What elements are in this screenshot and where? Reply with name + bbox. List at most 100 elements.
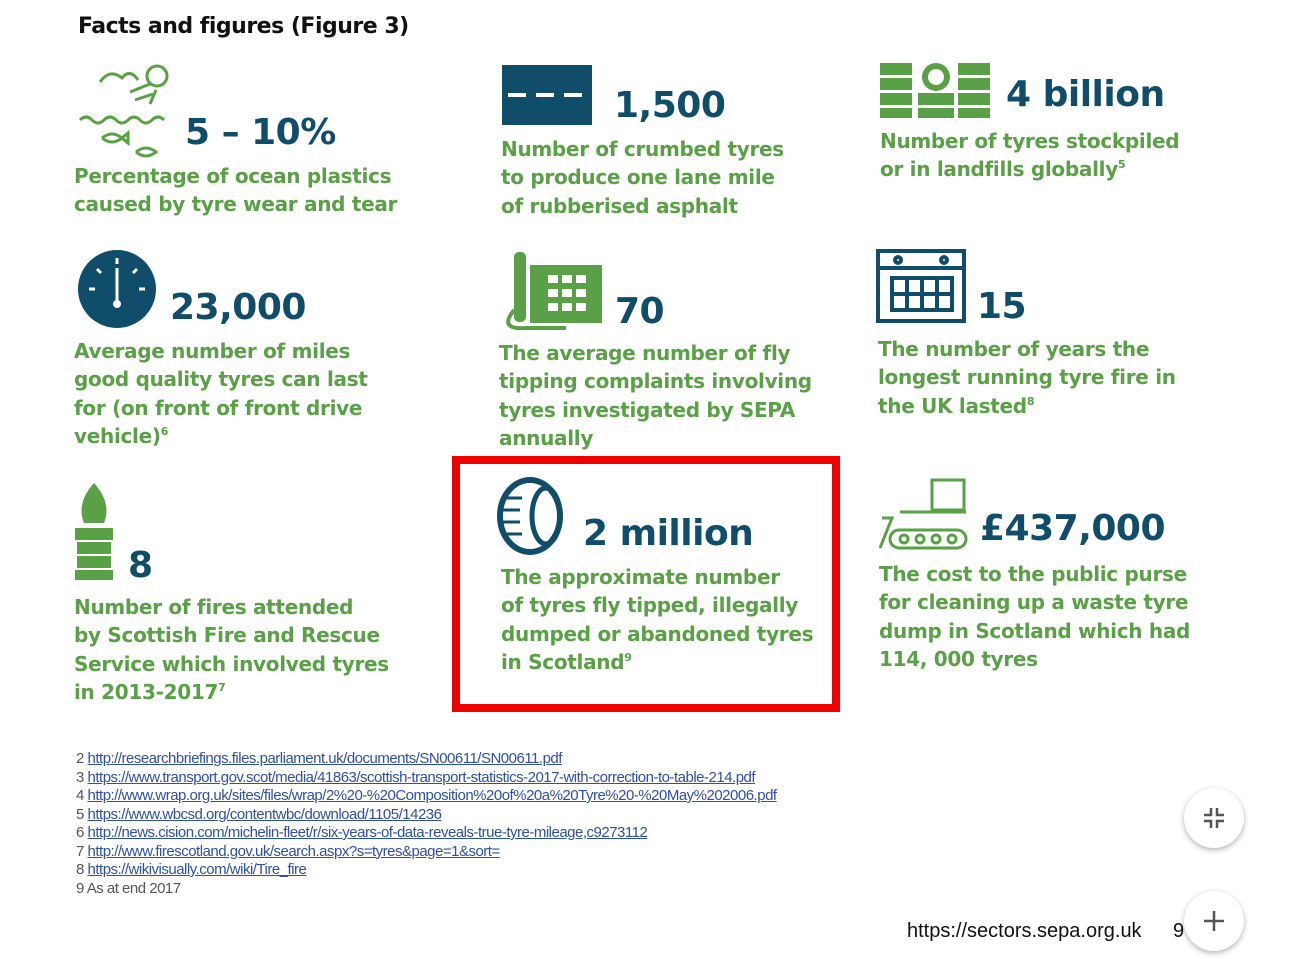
line-text: Number of fires attended [74, 595, 354, 619]
description-line: caused by tyre wear and tear [74, 190, 397, 218]
ocean-icon [78, 64, 169, 158]
description-line: longest running tyre fire in [878, 363, 1176, 391]
footnote-link[interactable]: https://www.wbcsd.org/contentwbc/downloa… [87, 805, 442, 823]
line-text: or in landfills globally [880, 157, 1118, 182]
footnote-number: 7 [76, 842, 84, 860]
line-text: Number of crumbed tyres [501, 137, 784, 161]
line-text: tyres investigated by SEPA [499, 397, 796, 422]
description-line: dump in Scotland which had [879, 617, 1190, 645]
fact-description: The approximate number of tyres fly tippe… [501, 563, 814, 676]
description-line: annually [499, 424, 812, 452]
gauge-icon [78, 250, 156, 328]
line-text: by Scottish Fire and Rescue [74, 623, 380, 648]
fact-description: The cost to the public purse for cleaning… [879, 560, 1190, 673]
line-text: The approximate number [501, 565, 780, 589]
line-text: to produce one lane mile [501, 165, 775, 190]
footnote: 6 http://news.cision.com/michelin-fleet/… [76, 824, 777, 843]
fact-figure: 1,500 [614, 85, 726, 126]
description-line: Number of crumbed tyres [501, 135, 784, 163]
footnote-link[interactable]: https://wikivisually.com/wiki/Tire_fire [87, 861, 307, 878]
footnote-link[interactable]: http://researchbriefings.files.parliamen… [87, 750, 563, 767]
fact-figure: 70 [615, 291, 665, 332]
line-text: good quality tyres can last [74, 367, 368, 392]
footnote-number: 3 [76, 768, 84, 786]
description-line: tyres investigated by SEPA [499, 396, 812, 424]
line-text: in Scotland [501, 649, 625, 674]
line-text: the UK lasted [878, 393, 1027, 418]
fact-description: Average number of miles good quality tyre… [74, 337, 368, 450]
line-text: vehicle) [74, 423, 161, 448]
description-line: for cleaning up a waste tyre [879, 588, 1190, 616]
footnote-link[interactable]: https://www.transport.gov.scot/media/418… [87, 768, 756, 786]
fact-description: Percentage of ocean plastics caused by ty… [74, 162, 397, 219]
description-line: of tyres fly tipped, illegally [501, 591, 813, 619]
stockpile-icon [880, 63, 990, 118]
footnote: 4 http://www.wrap.org.uk/sites/files/wra… [76, 787, 777, 806]
footnote: 3 https://www.transport.gov.scot/media/4… [76, 769, 777, 788]
description-line: by Scottish Fire and Rescue [74, 621, 389, 649]
footnote-number: 2 [76, 750, 84, 767]
description-line: vehicle)6 [74, 422, 368, 450]
fact-description: The average number of fly tipping complai… [499, 339, 812, 452]
fact-figure: £437,000 [980, 508, 1166, 549]
line-text: of tyres fly tipped, illegally [501, 593, 799, 618]
footnote-ref: 7 [218, 680, 226, 694]
line-text: The number of years the [878, 337, 1150, 361]
footnote: 2 http://researchbriefings.files.parliam… [76, 750, 777, 769]
fact-description: Number of tyres stockpiled or in landfill… [880, 127, 1180, 184]
line-text: caused by tyre wear and tear [74, 192, 398, 217]
plus-icon [1204, 911, 1224, 931]
footnote: 8 https://wikivisually.com/wiki/Tire_fir… [76, 861, 777, 880]
description-line: or in landfills globally5 [880, 155, 1179, 183]
line-text: for (on front of front drive [74, 395, 363, 420]
description-line: Average number of miles [74, 337, 368, 365]
fact-figure: 5 – 10% [185, 112, 336, 153]
footnote-number: 9 [76, 879, 84, 897]
fact-figure: 2 million [583, 513, 754, 554]
description-line: for (on front of front drive [74, 394, 368, 422]
fact-figure: 4 billion [1006, 74, 1165, 115]
footnote-link[interactable]: http://www.firescotland.gov.uk/search.as… [87, 842, 501, 860]
description-line: in Scotland9 [501, 648, 813, 676]
line-text: tipping complaints involving [499, 369, 812, 394]
line-text: Percentage of ocean plastics [74, 164, 392, 188]
zoom-in-button[interactable] [1184, 891, 1244, 951]
footnote-ref: 6 [160, 424, 169, 438]
description-line: The average number of fly [499, 339, 812, 367]
phone-icon [506, 252, 602, 331]
bulldozer-icon [878, 478, 968, 550]
description-line: Number of fires attended [74, 593, 389, 621]
page-number: 9 [1173, 920, 1185, 942]
line-text: Service which involved tyres [74, 651, 389, 676]
fit-button[interactable] [1184, 788, 1244, 848]
footnote: 9 As at end 2017 [76, 880, 777, 899]
footnote: 5 https://www.wbcsd.org/contentwbc/downl… [76, 806, 777, 825]
description-line: the UK lasted8 [878, 392, 1176, 420]
footnote-link[interactable]: http://news.cision.com/michelin-fleet/r/… [87, 824, 648, 841]
description-line: good quality tyres can last [74, 365, 368, 393]
line-text: Average number of miles [74, 339, 351, 363]
fact-figure: 8 [128, 545, 153, 586]
line-text: Number of tyres stockpiled [880, 129, 1180, 153]
footnote-number: 6 [76, 824, 84, 841]
footnote-number: 5 [76, 805, 84, 823]
description-line: The approximate number [501, 563, 813, 591]
footnote-ref: 9 [624, 650, 632, 664]
fact-figure: 23,000 [170, 287, 306, 328]
description-line: to produce one lane mile [501, 163, 784, 191]
highlight-box [452, 456, 840, 712]
description-line: of rubberised asphalt [501, 192, 784, 220]
description-line: tipping complaints involving [499, 367, 812, 395]
line-text: dump in Scotland which had [879, 618, 1191, 643]
line-text: of rubberised asphalt [501, 193, 738, 218]
line-text: in 2013-2017 [74, 679, 219, 704]
calendar-icon [876, 249, 966, 323]
footnote-link[interactable]: http://www.wrap.org.uk/sites/files/wrap/… [87, 787, 778, 804]
description-line: Percentage of ocean plastics [74, 162, 397, 190]
line-text: The cost to the public purse [879, 562, 1187, 586]
description-line: in 2013-20177 [74, 678, 389, 706]
description-line: 114, 000 tyres [879, 645, 1190, 673]
description-line: The number of years the [878, 335, 1176, 363]
